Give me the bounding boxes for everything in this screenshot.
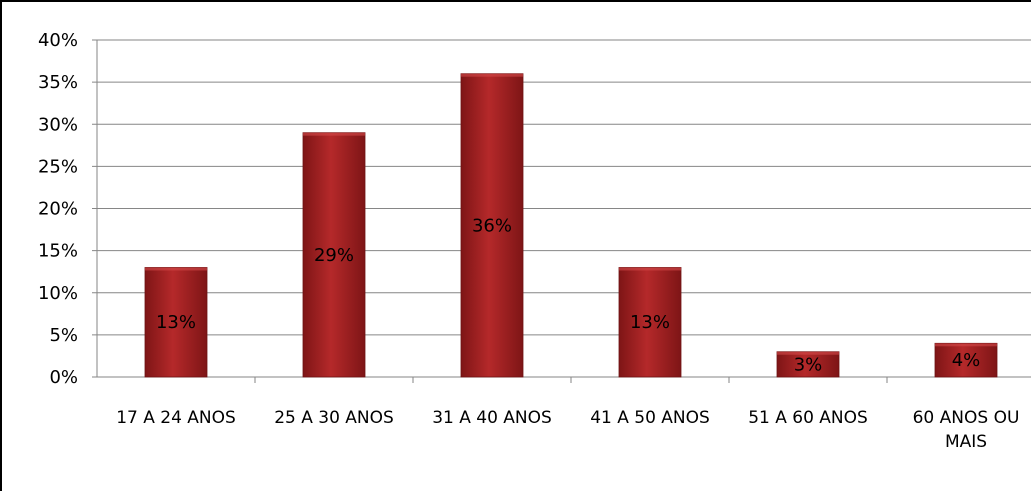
- y-tick-label: 15%: [38, 241, 78, 262]
- x-tick-label: 41 A 50 ANOS: [590, 408, 710, 428]
- y-tick-label: 35%: [38, 72, 78, 93]
- x-tick-label: 51 A 60 ANOS: [748, 408, 868, 428]
- y-tick-label: 5%: [49, 325, 78, 346]
- data-labels: 13% 29% 36% 13% 3% 4%: [156, 215, 980, 375]
- y-tick-label: 20%: [38, 199, 78, 220]
- bar-highlight: [935, 343, 997, 347]
- y-axis: 0% 5% 10% 15% 20% 25% 30% 35% 40%: [38, 30, 98, 388]
- data-label: 4%: [952, 350, 981, 371]
- bar: [144, 267, 208, 378]
- bar: [460, 73, 524, 378]
- bar: [776, 351, 840, 378]
- data-label: 13%: [156, 312, 196, 333]
- bar-highlight: [461, 73, 523, 77]
- bar: [302, 132, 366, 378]
- x-tick-label: 60 ANOS OU MAIS: [913, 408, 1020, 452]
- bar-highlight: [777, 351, 839, 355]
- bar-highlight: [303, 132, 365, 136]
- y-tick-label: 25%: [38, 156, 78, 177]
- y-tick-label: 40%: [38, 30, 78, 51]
- y-tick-label: 0%: [49, 367, 78, 388]
- y-tick-label: 30%: [38, 114, 78, 135]
- data-label: 3%: [794, 354, 823, 375]
- data-label: 36%: [472, 215, 512, 236]
- bar-highlight: [619, 267, 681, 271]
- x-tick-label: 31 A 40 ANOS: [432, 408, 552, 428]
- bar: [618, 267, 682, 378]
- data-label: 13%: [630, 312, 670, 333]
- y-tick-label: 10%: [38, 283, 78, 304]
- gridlines: [97, 39, 1031, 336]
- bars: [144, 73, 998, 378]
- x-tick-label: 25 A 30 ANOS: [274, 408, 394, 428]
- x-axis: 17 A 24 ANOS 25 A 30 ANOS 31 A 40 ANOS 41 A…: [97, 376, 1031, 452]
- data-label: 29%: [314, 245, 354, 266]
- x-tick-label: 17 A 24 ANOS: [116, 408, 236, 428]
- bar: [934, 342, 998, 378]
- bar-highlight: [145, 267, 207, 271]
